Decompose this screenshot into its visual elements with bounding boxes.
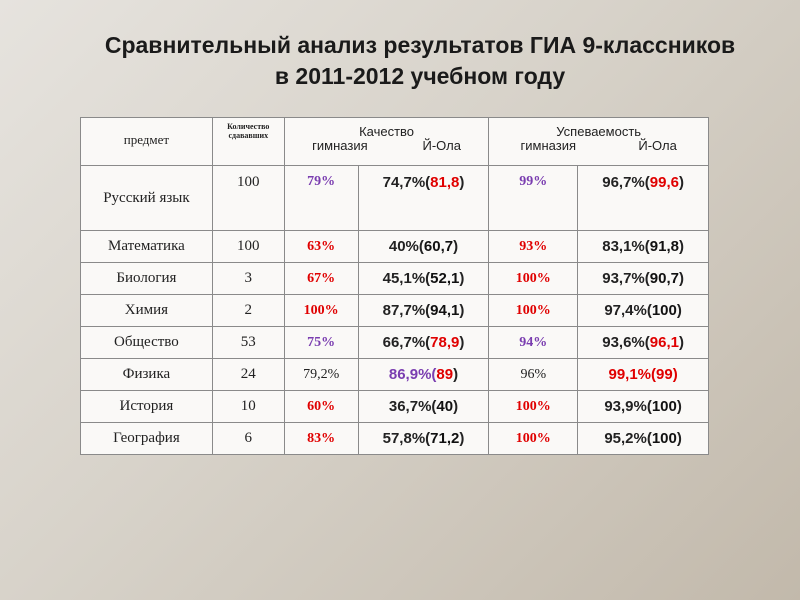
header-performance: Успеваемость гимназия Й-Ола (488, 117, 709, 166)
cell-count: 100 (211, 230, 285, 263)
cell-count: 100 (211, 165, 285, 231)
cell-performance-school: 94% (488, 326, 579, 359)
cell-subject: Математика (80, 230, 213, 263)
cell-quality-district: 57,8%(71,2) (357, 422, 490, 455)
quality-district-paren: 71,2 (430, 430, 460, 447)
cell-count: 53 (211, 326, 285, 359)
cell-performance-district: 93,9%(100) (577, 390, 709, 423)
cell-quality-school: 67% (283, 262, 359, 295)
header-performance-label: Успеваемость (556, 124, 642, 139)
table-row: Биология 3 67% 45,1%(52,1) 100% 93,7%(90,7) (80, 262, 709, 295)
quality-district-paren: 52,1 (430, 270, 460, 287)
cell-quality-school: 63% (283, 230, 359, 263)
quality-district-paren: 89 (436, 366, 454, 383)
cell-count: 2 (211, 294, 285, 327)
title-line-1: Сравнительный анализ результатов ГИА 9-к… (104, 32, 736, 58)
cell-quality-district: 86,9%(89) (357, 358, 490, 391)
cell-subject: География (80, 422, 213, 455)
cell-performance-school: 100% (488, 422, 579, 455)
cell-performance-district: 93,6%(96,1) (577, 326, 709, 359)
cell-performance-district: 93,7%(90,7) (577, 262, 709, 295)
header-performance-school: гимназия (520, 138, 576, 153)
header-quality-school: гимназия (312, 138, 368, 153)
cell-subject: История (80, 390, 213, 423)
table-header-row: предмет Количество сдававших Качество ги… (80, 117, 709, 166)
cell-subject: Физика (80, 358, 213, 391)
slide-title: Сравнительный анализ результатов ГИА 9-к… (40, 30, 800, 92)
header-count: Количество сдававших (211, 117, 285, 166)
cell-quality-district: 36,7%(40) (357, 390, 490, 423)
cell-performance-district: 96,7%(99,6) (577, 165, 709, 231)
cell-subject: Биология (80, 262, 213, 295)
quality-district-paren: 78,9 (430, 334, 460, 351)
table-row: География 6 83% 57,8%(71,2) 100% 95,2%(100) (80, 422, 709, 455)
cell-quality-school: 60% (283, 390, 359, 423)
cell-performance-school: 96% (488, 358, 579, 391)
header-performance-district: Й-Ола (638, 138, 677, 153)
cell-subject: Общество (80, 326, 213, 359)
table-row: Физика 24 79,2% 86,9%(89) 96% 99,1%(99) (80, 358, 709, 391)
cell-quality-school: 83% (283, 422, 359, 455)
performance-district-paren: 99,6 (649, 174, 679, 191)
cell-quality-district: 87,7%(94,1) (357, 294, 490, 327)
table-row: Математика 100 63% 40%(60,7) 93% 83,1%(91,8) (80, 230, 709, 263)
cell-count: 10 (211, 390, 285, 423)
cell-quality-district: 74,7%(81,8) (357, 165, 490, 231)
cell-quality-school: 100% (283, 294, 359, 327)
performance-district-paren: 100 (651, 302, 677, 319)
performance-district-paren: 100 (651, 430, 677, 447)
table-row: История 10 60% 36,7%(40) 100% 93,9%(100) (80, 390, 709, 423)
table-row: Химия 2 100% 87,7%(94,1) 100% 97,4%(100) (80, 294, 709, 327)
cell-performance-school: 99% (488, 165, 579, 231)
performance-district-paren: 96,1 (649, 334, 679, 351)
header-quality-label: Качество (359, 124, 415, 139)
cell-performance-school: 100% (488, 262, 579, 295)
cell-subject: Русский язык (80, 165, 213, 231)
header-subject: предмет (80, 117, 213, 166)
table-row: Русский язык 100 79% 74,7%(81,8) 99% 96,7%(99… (80, 165, 709, 231)
cell-count: 6 (211, 422, 285, 455)
cell-count: 24 (211, 358, 285, 391)
cell-performance-school: 93% (488, 230, 579, 263)
cell-quality-school: 75% (283, 326, 359, 359)
cell-quality-district: 45,1%(52,1) (357, 262, 490, 295)
cell-performance-district: 83,1%(91,8) (577, 230, 709, 263)
cell-quality-school: 79% (283, 165, 359, 231)
cell-quality-district: 40%(60,7) (357, 230, 490, 263)
performance-district-paren: 90,7 (649, 270, 679, 287)
quality-district-paren: 94,1 (430, 302, 460, 319)
performance-district-paren: 91,8 (649, 238, 679, 255)
quality-district-paren: 60,7 (423, 238, 454, 255)
table-body: Русский язык 100 79% 74,7%(81,8) 99% 96,7%(99… (80, 165, 709, 455)
quality-district-paren: 40 (436, 398, 454, 415)
cell-performance-district: 99,1%(99) (577, 358, 709, 391)
cell-performance-school: 100% (488, 390, 579, 423)
title-line-2: в 2011-2012 учебном году (274, 63, 566, 89)
header-quality-district: Й-Ола (422, 138, 461, 153)
cell-count: 3 (211, 262, 285, 295)
performance-district-paren: 99 (656, 366, 673, 383)
cell-quality-school: 79,2% (283, 358, 359, 391)
cell-performance-district: 95,2%(100) (577, 422, 709, 455)
cell-quality-district: 66,7%(78,9) (357, 326, 490, 359)
quality-district-paren: 81,8 (430, 174, 460, 191)
cell-performance-school: 100% (488, 294, 579, 327)
table-row: Общество 53 75% 66,7%(78,9) 94% 93,6%(96,1) (80, 326, 709, 359)
cell-performance-district: 97,4%(100) (577, 294, 709, 327)
results-table: предмет Количество сдававших Качество ги… (80, 117, 709, 455)
cell-subject: Химия (80, 294, 213, 327)
performance-district-paren: 100 (651, 398, 677, 415)
header-quality: Качество гимназия Й-Ола (283, 117, 490, 166)
